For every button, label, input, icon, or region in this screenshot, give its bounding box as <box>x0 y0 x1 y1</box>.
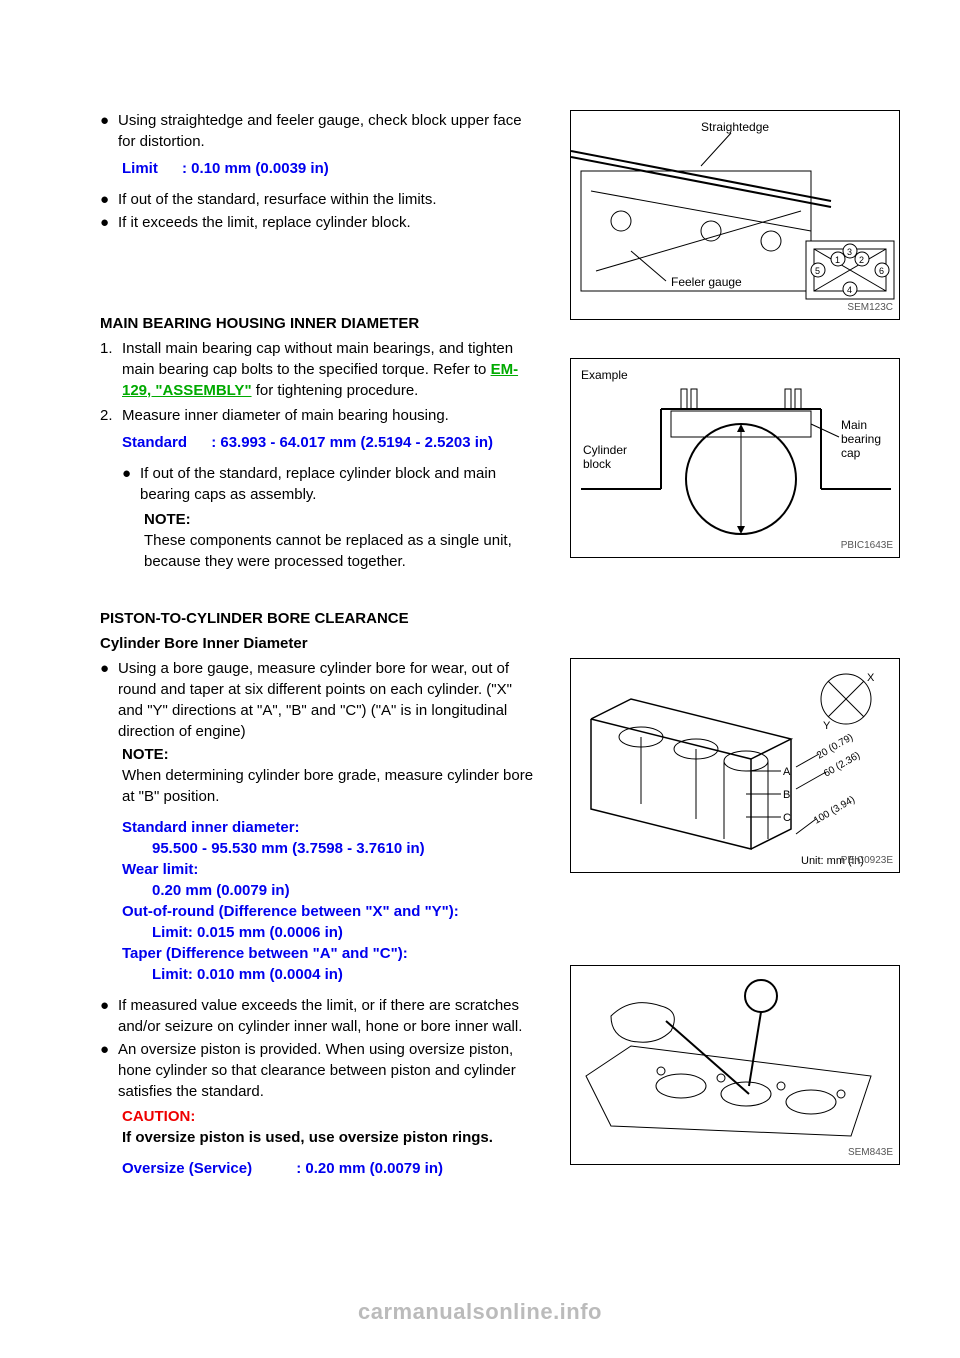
fig2-maincap-l3: cap <box>841 446 861 460</box>
svg-text:6: 6 <box>879 266 884 276</box>
std-label: Standard <box>122 434 187 451</box>
piston-clearance-heading: PISTON-TO-CYLINDER BORE CLEARANCE <box>100 608 540 629</box>
fig2-example: Example <box>581 368 628 382</box>
svg-text:C: C <box>783 812 791 824</box>
svg-text:B: B <box>783 789 790 801</box>
std-value: : 63.993 - 64.017 mm (2.5194 - 2.5203 in… <box>211 434 493 451</box>
oversize-label: Oversize (Service) <box>122 1160 252 1177</box>
note-label: NOTE: <box>144 509 540 530</box>
fig3-svg: A B C X Y 20 (0.79) 60 (2.36) 100 (3.94)… <box>571 659 899 872</box>
svg-text:4: 4 <box>847 285 852 295</box>
step1: 1. Install main bearing cap without main… <box>100 338 540 401</box>
distortion-text: Using straightedge and feeler gauge, che… <box>118 110 540 152</box>
replace-assembly-text: If out of the standard, replace cylinder… <box>140 463 540 505</box>
exceed-limit-bullet: ● If measured value exceeds the limit, o… <box>100 995 540 1037</box>
step2: 2. Measure inner diameter of main bearin… <box>100 405 540 426</box>
wear-label: Wear limit: <box>122 859 540 880</box>
bore-gauge-text: Using a bore gauge, measure cylinder bor… <box>118 658 540 742</box>
resurface-text: If out of the standard, resurface within… <box>118 189 437 210</box>
taper-label: Taper (Difference between "A" and "C"): <box>122 943 540 964</box>
svg-text:3: 3 <box>847 247 852 257</box>
svg-text:Y: Y <box>823 720 831 732</box>
oor-value: Limit: 0.015 mm (0.0006 in) <box>152 922 540 943</box>
replace-assembly-bullet: ● If out of the standard, replace cylind… <box>122 463 540 505</box>
fig2-cylblock-l2: block <box>583 457 612 471</box>
taper-value: Limit: 0.010 mm (0.0004 in) <box>152 964 540 985</box>
figure-bore-gauge-use: SEM843E <box>570 965 900 1165</box>
limit-value: : 0.10 mm (0.0039 in) <box>182 160 329 177</box>
svg-text:2: 2 <box>859 255 864 265</box>
exceed-limit-text: If measured value exceeds the limit, or … <box>118 995 540 1037</box>
fig1-svg: Straightedge Feeler gauge 1 2 3 4 5 6 <box>571 111 899 319</box>
fig2-maincap-l1: Main <box>841 418 867 432</box>
sid-value: 95.500 - 95.530 mm (3.7598 - 3.7610 in) <box>152 838 540 859</box>
fig2-cylblock-l1: Cylinder <box>583 443 627 457</box>
oversize-value: : 0.20 mm (0.0079 in) <box>296 1160 443 1177</box>
fig2-id: PBIC1643E <box>841 539 893 553</box>
wear-value: 0.20 mm (0.0079 in) <box>152 880 540 901</box>
replace-bullet: ● If it exceeds the limit, replace cylin… <box>100 212 540 233</box>
watermark: carmanualsonline.info <box>0 1297 960 1328</box>
caution-label: CAUTION: <box>122 1106 540 1127</box>
oversize-piston-text: An oversize piston is provided. When usi… <box>118 1039 540 1102</box>
svg-text:1: 1 <box>835 255 840 265</box>
figure-cylinder-bore-positions: A B C X Y 20 (0.79) 60 (2.36) 100 (3.94)… <box>570 658 900 873</box>
sid-label: Standard inner diameter: <box>122 817 540 838</box>
step2-text: Measure inner diameter of main bearing h… <box>122 405 449 426</box>
svg-text:5: 5 <box>815 266 820 276</box>
fig1-feeler-label: Feeler gauge <box>671 275 742 289</box>
resurface-bullet: ● If out of the standard, resurface with… <box>100 189 540 210</box>
fig2-svg: Example Cylinder block Main bearing c <box>571 359 899 557</box>
svg-text:X: X <box>867 672 875 684</box>
main-bearing-heading: MAIN BEARING HOUSING INNER DIAMETER <box>100 313 540 334</box>
oversize-piston-bullet: ● An oversize piston is provided. When u… <box>100 1039 540 1102</box>
fig2-maincap-l2: bearing <box>841 432 881 446</box>
svg-text:A: A <box>783 766 791 778</box>
bore-gauge-bullet: ● Using a bore gauge, measure cylinder b… <box>100 658 540 742</box>
limit-label: Limit <box>122 160 158 177</box>
distortion-bullet: ● Using straightedge and feeler gauge, c… <box>100 110 540 152</box>
fig3-id: PBIC0923E <box>841 854 893 868</box>
fig4-svg <box>571 966 899 1164</box>
oor-label: Out-of-round (Difference between "X" and… <box>122 901 540 922</box>
cyl-bore-sub: Cylinder Bore Inner Diameter <box>100 633 540 654</box>
replace-text: If it exceeds the limit, replace cylinde… <box>118 212 411 233</box>
caution-text: If oversize piston is used, use oversize… <box>122 1127 540 1148</box>
bore-note-label: NOTE: <box>122 744 540 765</box>
fig1-id: SEM123C <box>847 301 893 315</box>
step1-text: Install main bearing cap without main be… <box>122 340 513 378</box>
figure-main-bearing-housing: Example Cylinder block Main bearing c <box>570 358 900 558</box>
step1-tail: for tightening procedure. <box>256 382 419 399</box>
bore-note-text: When determining cylinder bore grade, me… <box>122 765 540 807</box>
note-text: These components cannot be replaced as a… <box>144 530 540 572</box>
bullet-mark: ● <box>100 110 118 152</box>
fig4-id: SEM843E <box>848 1146 893 1160</box>
fig1-straightedge-label: Straightedge <box>701 120 769 134</box>
svg-text:100 (3.94): 100 (3.94) <box>812 794 857 826</box>
figure-distortion-check: Straightedge Feeler gauge 1 2 3 4 5 6 SE… <box>570 110 900 320</box>
